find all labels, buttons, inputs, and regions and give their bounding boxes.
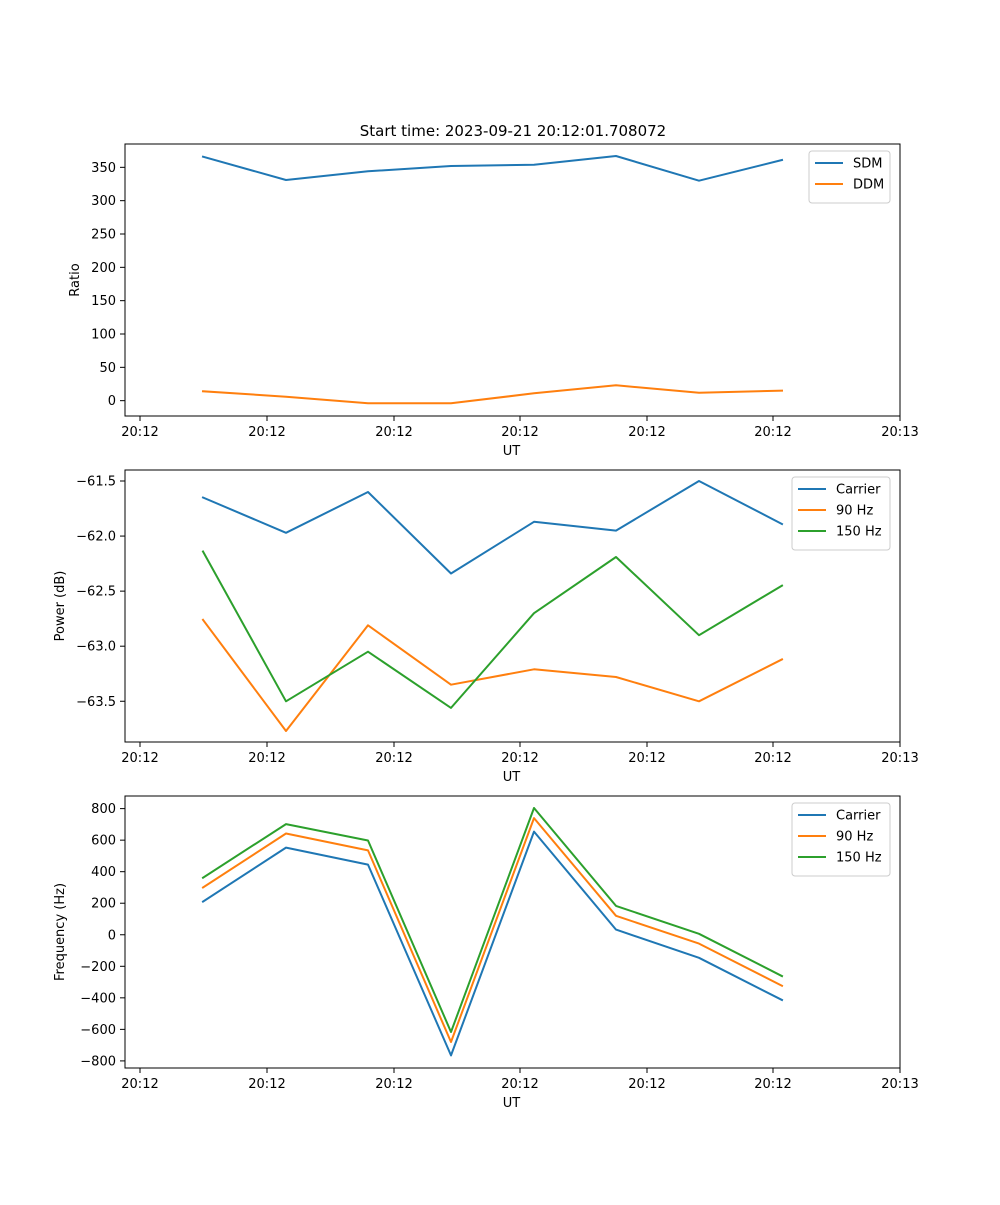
y-tick-label: −200 — [80, 960, 116, 975]
legend-label: SDM — [853, 157, 882, 172]
y-tick-label: 0 — [108, 394, 116, 409]
y-tick-label: −600 — [80, 1023, 116, 1038]
x-tick-label: 20:12 — [754, 425, 791, 440]
y-tick-label: −61.5 — [76, 475, 116, 490]
legend-label: Carrier — [836, 483, 881, 498]
x-tick-label: 20:12 — [375, 1077, 412, 1092]
series-line-150-hz — [201, 807, 784, 1033]
legend-label: Carrier — [836, 809, 881, 824]
y-tick-label: 100 — [91, 328, 116, 343]
x-tick-label: 20:12 — [628, 751, 665, 766]
y-tick-label: 800 — [91, 802, 116, 817]
y-tick-label: 250 — [91, 228, 116, 243]
x-tick-label: 20:13 — [881, 751, 918, 766]
y-tick-label: −63.0 — [76, 640, 116, 655]
y-tick-label: 150 — [91, 294, 116, 309]
axes-frame — [124, 795, 901, 1069]
axes-frame — [124, 143, 901, 417]
y-tick-label: 300 — [91, 194, 116, 209]
y-axis-label: Ratio — [68, 263, 83, 296]
y-tick-label: −400 — [80, 991, 116, 1006]
y-axis-label: Power (dB) — [53, 571, 68, 642]
x-tick-label: 20:13 — [881, 1077, 918, 1092]
x-tick-label: 20:12 — [375, 425, 412, 440]
x-tick-label: 20:12 — [121, 751, 158, 766]
x-tick-label: 20:12 — [248, 1077, 285, 1092]
series-line-carrier — [201, 830, 784, 1057]
x-tick-label: 20:12 — [248, 425, 285, 440]
x-tick-label: 20:12 — [375, 751, 412, 766]
series-line-90-hz — [201, 817, 784, 1043]
y-tick-label: 200 — [91, 261, 116, 276]
x-axis-label: UT — [503, 1096, 521, 1111]
y-tick-label: −800 — [80, 1054, 116, 1069]
y-tick-label: −62.5 — [76, 585, 116, 600]
x-tick-label: 20:12 — [121, 425, 158, 440]
y-tick-label: −63.5 — [76, 695, 116, 710]
legend-label: 90 Hz — [836, 830, 873, 845]
y-tick-label: −62.0 — [76, 530, 116, 545]
y-axis-label: Frequency (Hz) — [53, 883, 68, 981]
series-line-carrier — [201, 480, 784, 575]
x-tick-label: 20:12 — [628, 1077, 665, 1092]
legend-label: 150 Hz — [836, 525, 882, 540]
y-tick-label: 200 — [91, 897, 116, 912]
x-tick-label: 20:12 — [754, 1077, 791, 1092]
chart-title: Start time: 2023-09-21 20:12:01.708072 — [360, 122, 666, 140]
x-tick-label: 20:12 — [501, 425, 538, 440]
series-line-ddm — [201, 384, 784, 405]
y-tick-label: 400 — [91, 865, 116, 880]
y-tick-label: 0 — [108, 928, 116, 943]
axes-frame — [124, 469, 901, 743]
legend-label: 90 Hz — [836, 504, 873, 519]
y-tick-label: 600 — [91, 834, 116, 849]
x-tick-label: 20:13 — [881, 425, 918, 440]
y-tick-label: 50 — [99, 361, 116, 376]
x-tick-label: 20:12 — [628, 425, 665, 440]
legend-label: DDM — [853, 178, 884, 193]
legend-label: 150 Hz — [836, 851, 882, 866]
x-axis-label: UT — [503, 770, 521, 785]
x-axis-label: UT — [503, 444, 521, 459]
series-line-sdm — [201, 155, 784, 182]
series-line-150-hz — [201, 550, 784, 709]
x-tick-label: 20:12 — [754, 751, 791, 766]
series-line-90-hz — [201, 618, 784, 732]
x-tick-label: 20:12 — [501, 1077, 538, 1092]
x-tick-label: 20:12 — [121, 1077, 158, 1092]
y-tick-label: 350 — [91, 161, 116, 176]
x-tick-label: 20:12 — [501, 751, 538, 766]
x-tick-label: 20:12 — [248, 751, 285, 766]
